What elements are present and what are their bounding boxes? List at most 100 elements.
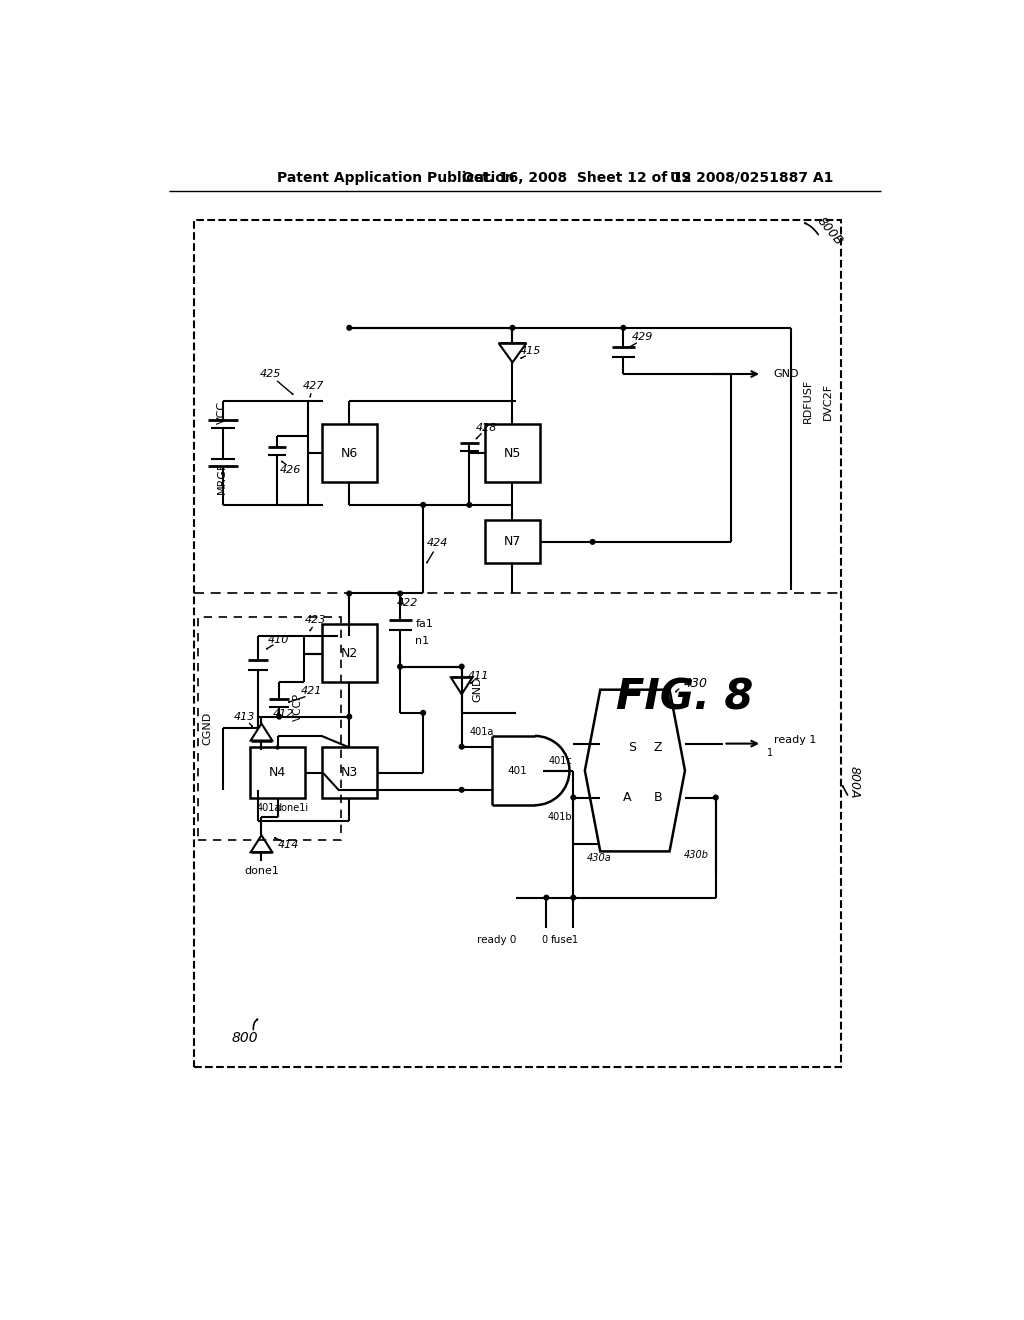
Text: Oct. 16, 2008  Sheet 12 of 12: Oct. 16, 2008 Sheet 12 of 12 — [462, 170, 691, 185]
Bar — [322, 424, 377, 482]
Text: 423: 423 — [305, 615, 326, 626]
Circle shape — [460, 664, 464, 669]
Text: 411: 411 — [468, 671, 489, 681]
Text: 800B: 800B — [814, 215, 845, 248]
Text: FIG. 8: FIG. 8 — [616, 676, 754, 718]
Text: VCCP: VCCP — [294, 693, 303, 721]
FancyArrowPatch shape — [253, 1019, 257, 1030]
Text: N4: N4 — [269, 767, 287, 779]
Text: 422: 422 — [397, 598, 419, 609]
Circle shape — [621, 326, 626, 330]
FancyArrowPatch shape — [427, 552, 433, 562]
Text: N5: N5 — [504, 446, 521, 459]
Text: 401a: 401a — [257, 804, 282, 813]
Bar — [194, 220, 841, 1067]
FancyArrowPatch shape — [289, 697, 305, 702]
Text: 401: 401 — [508, 766, 527, 776]
Bar — [484, 424, 541, 482]
FancyArrowPatch shape — [805, 223, 818, 235]
Text: N2: N2 — [341, 647, 357, 660]
Text: 410: 410 — [267, 635, 289, 644]
Circle shape — [510, 326, 515, 330]
Text: B: B — [653, 791, 663, 804]
Circle shape — [467, 503, 472, 507]
Text: ready 1: ready 1 — [773, 735, 816, 744]
Text: A: A — [623, 791, 632, 804]
Circle shape — [460, 788, 464, 792]
Circle shape — [544, 895, 549, 900]
Text: 414: 414 — [278, 841, 299, 850]
Bar — [322, 624, 377, 682]
Text: 430a: 430a — [587, 853, 612, 863]
Text: n1: n1 — [416, 636, 430, 647]
Circle shape — [421, 503, 425, 507]
Text: GND: GND — [773, 370, 799, 379]
Text: N3: N3 — [341, 767, 357, 779]
Text: 427: 427 — [302, 380, 324, 391]
Text: Z: Z — [653, 741, 663, 754]
FancyArrowPatch shape — [401, 598, 403, 605]
Text: 425: 425 — [260, 370, 282, 379]
FancyArrowPatch shape — [476, 434, 481, 438]
Circle shape — [347, 591, 351, 595]
Circle shape — [397, 591, 402, 595]
Text: fa1: fa1 — [416, 619, 433, 630]
Bar — [199, 616, 341, 840]
Text: Patent Application Publication: Patent Application Publication — [276, 170, 515, 185]
Text: done1i: done1i — [275, 804, 309, 813]
Text: 428: 428 — [475, 422, 497, 433]
Text: 401a: 401a — [469, 727, 494, 737]
Circle shape — [421, 710, 425, 715]
Text: 429: 429 — [632, 333, 653, 342]
FancyArrowPatch shape — [676, 689, 679, 692]
Text: 413: 413 — [233, 711, 255, 722]
FancyArrowPatch shape — [521, 356, 525, 358]
Text: CGND: CGND — [203, 711, 213, 744]
Text: 800A: 800A — [848, 766, 861, 799]
FancyArrowPatch shape — [250, 723, 252, 726]
Text: DVC2F: DVC2F — [822, 383, 833, 420]
Circle shape — [571, 795, 575, 800]
Text: 1: 1 — [571, 935, 578, 945]
Text: S: S — [629, 741, 637, 754]
Text: 415: 415 — [520, 346, 542, 356]
Circle shape — [397, 664, 402, 669]
Text: 424: 424 — [426, 539, 447, 548]
Text: 421: 421 — [301, 686, 323, 696]
Text: MRGF: MRGF — [216, 462, 226, 494]
Circle shape — [347, 714, 351, 719]
Text: ready 0: ready 0 — [476, 935, 516, 945]
Text: fuse: fuse — [551, 935, 572, 945]
Circle shape — [276, 714, 282, 719]
Circle shape — [347, 326, 351, 330]
FancyArrowPatch shape — [310, 627, 312, 631]
Text: N7: N7 — [504, 536, 521, 548]
Text: 0: 0 — [541, 935, 547, 945]
Text: 430: 430 — [683, 677, 708, 690]
Circle shape — [714, 795, 718, 800]
FancyArrowPatch shape — [282, 461, 287, 465]
Text: 401b: 401b — [548, 812, 572, 822]
Text: US 2008/0251887 A1: US 2008/0251887 A1 — [670, 170, 833, 185]
Text: RDFUSF: RDFUSF — [803, 379, 813, 424]
Text: GND: GND — [472, 677, 482, 702]
Circle shape — [276, 746, 280, 748]
FancyArrowPatch shape — [278, 381, 293, 395]
Bar — [250, 747, 305, 797]
FancyArrowPatch shape — [843, 787, 848, 795]
Circle shape — [460, 744, 464, 748]
Circle shape — [571, 895, 575, 900]
Text: VCC: VCC — [216, 401, 226, 424]
Text: 401c: 401c — [548, 755, 572, 766]
Text: 426: 426 — [280, 465, 301, 475]
Text: N6: N6 — [341, 446, 357, 459]
Text: done1: done1 — [244, 866, 279, 875]
Bar — [322, 747, 377, 797]
FancyArrowPatch shape — [274, 838, 282, 841]
Bar — [484, 520, 541, 562]
Text: 800: 800 — [231, 1031, 258, 1044]
FancyArrowPatch shape — [630, 343, 636, 347]
Circle shape — [590, 540, 595, 544]
Text: 1: 1 — [767, 748, 773, 758]
Text: 412: 412 — [272, 709, 294, 719]
